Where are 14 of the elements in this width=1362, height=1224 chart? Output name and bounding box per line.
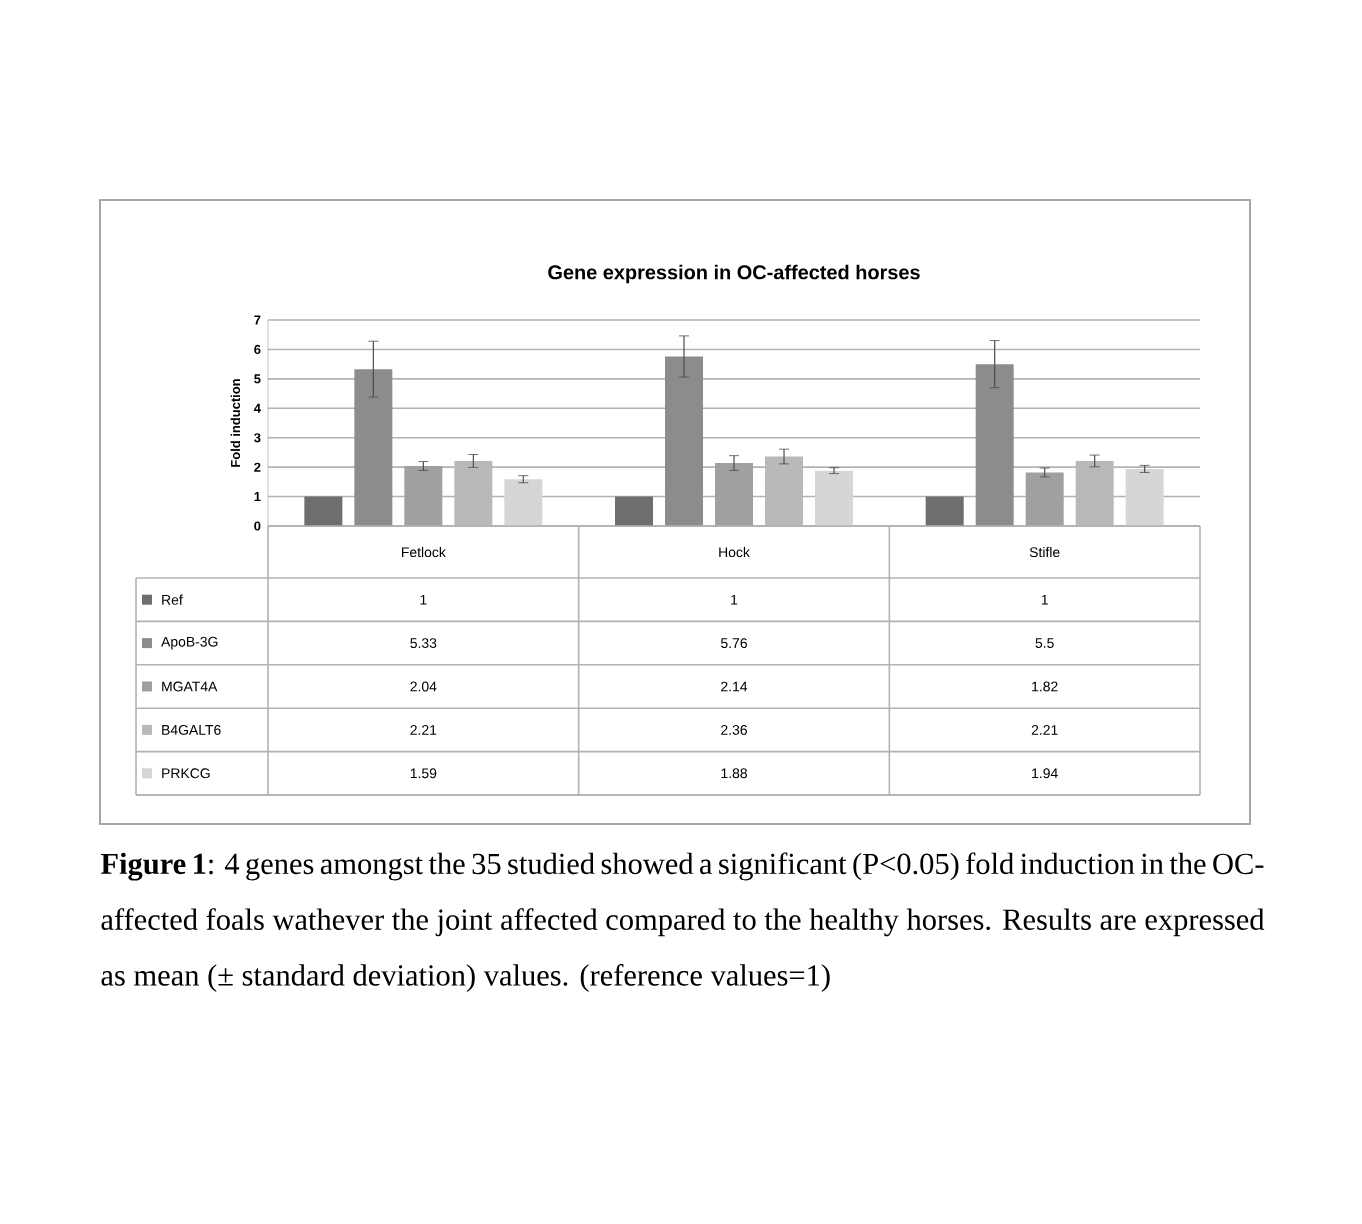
bar [404,465,443,526]
bar [975,364,1014,526]
bar [504,479,543,526]
chart-title: Gene expression in OC-affected horses [548,264,920,284]
bar [615,496,654,526]
bar [815,470,854,526]
bar [715,463,754,526]
bar [665,356,704,526]
bar [925,496,964,526]
bar [354,369,393,526]
bar [1025,472,1064,526]
text: Figure 1: 4 genes amongst the 35 studied showed a significant (P<0.05) fold induction in the OC-affected foals wathever the joint affected compared to the healthy horses. Results are expressed as mean (± standard deviation) values. (reference values=1) [100,852,1265,992]
bar [304,496,343,526]
bar [1125,468,1164,526]
